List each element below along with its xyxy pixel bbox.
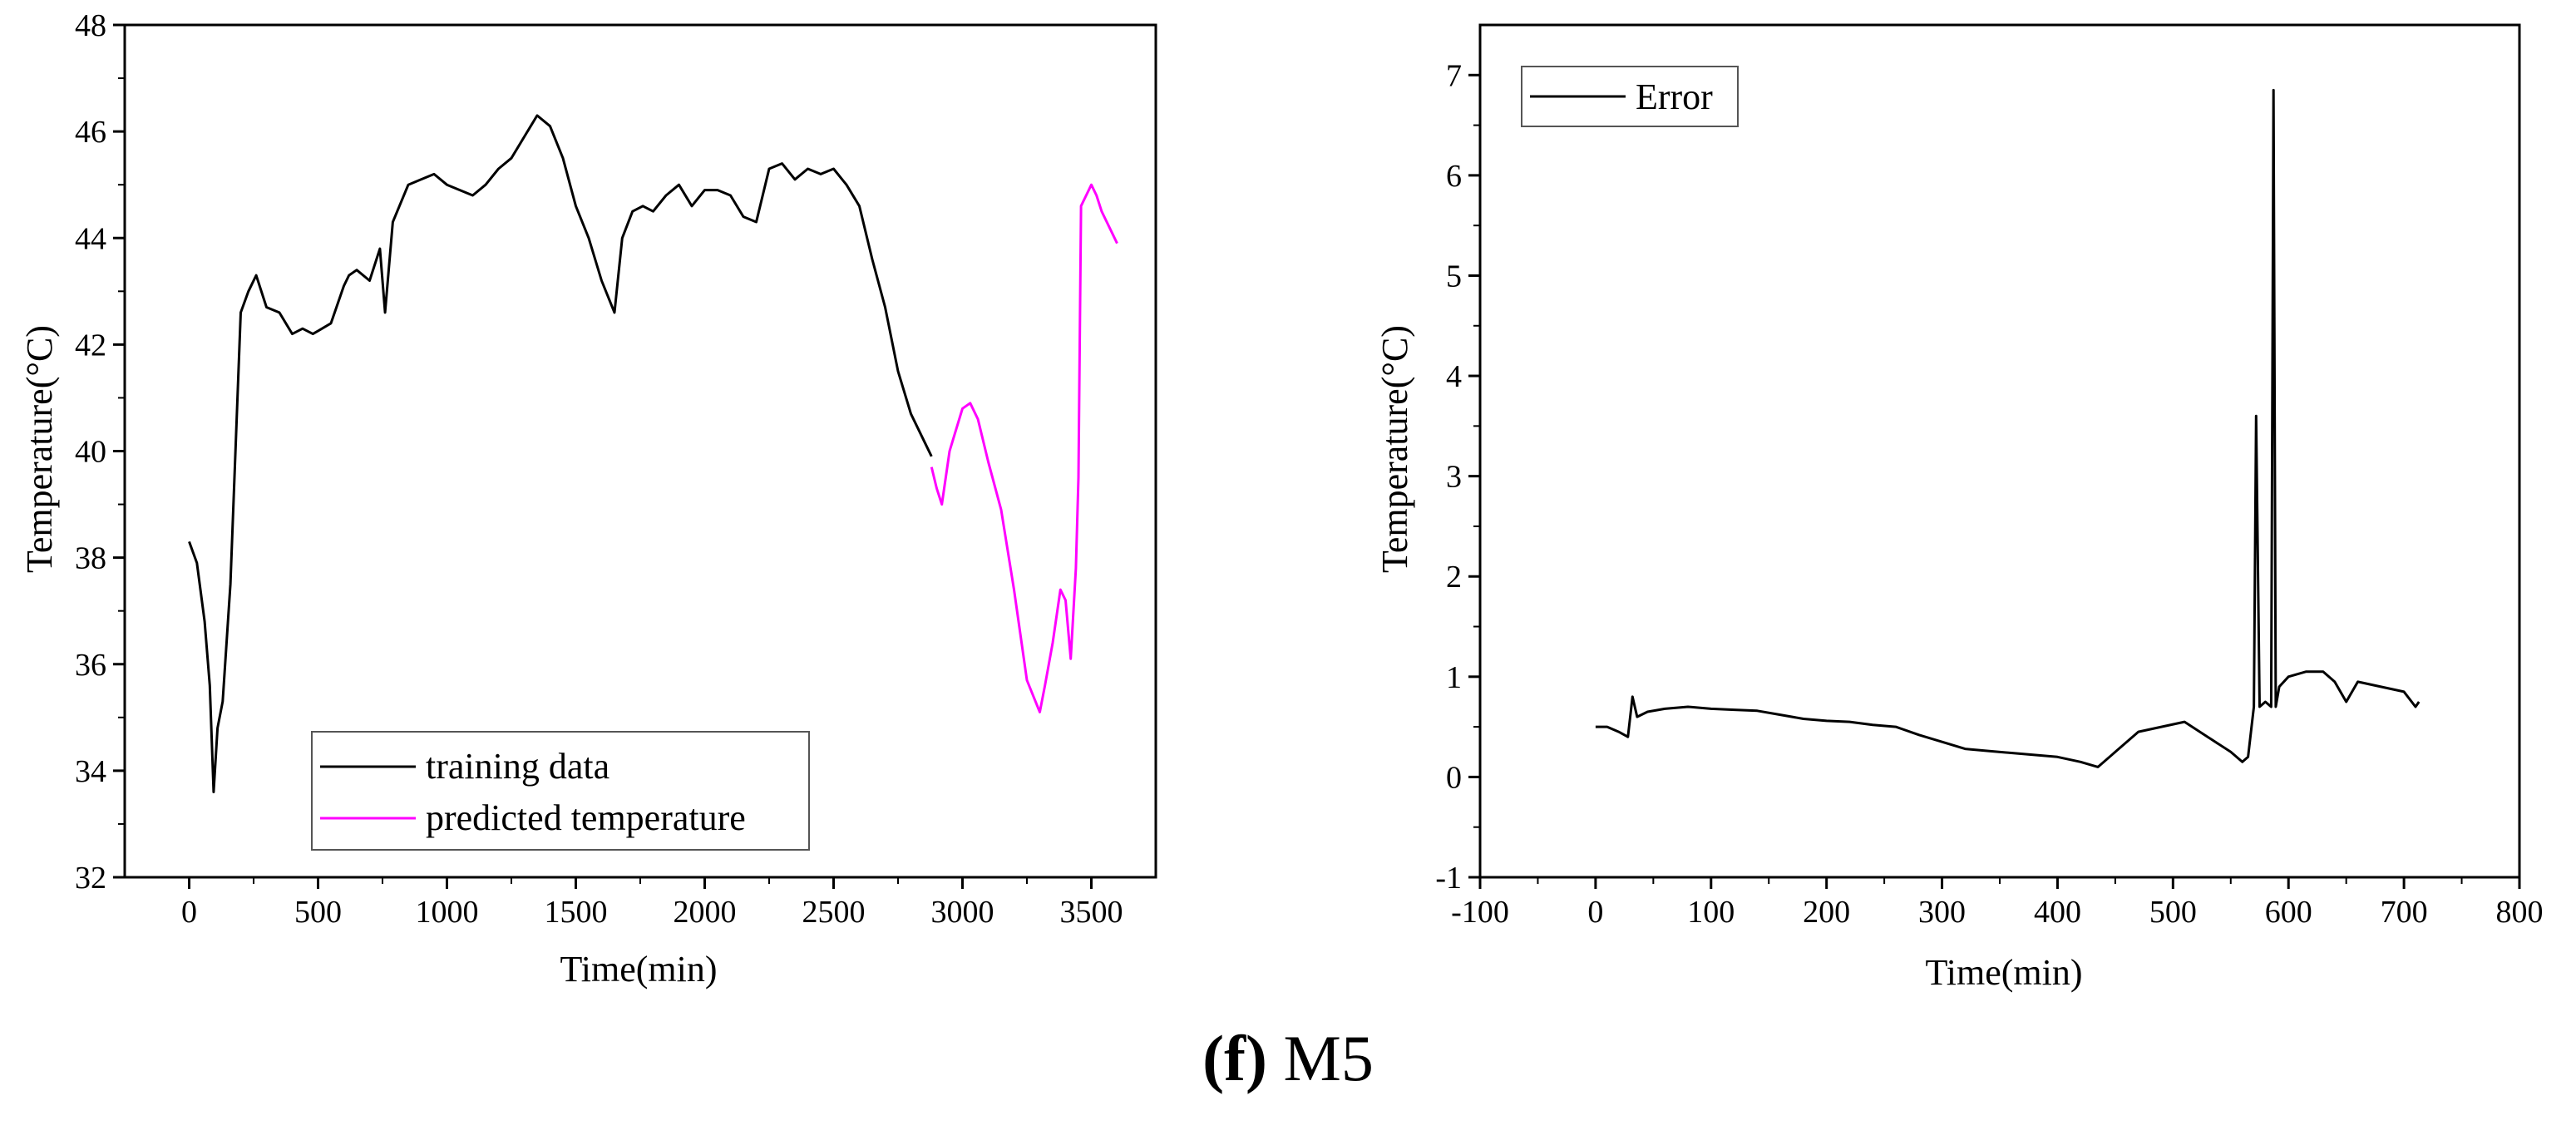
series-line-training-data — [188, 114, 933, 793]
right-y-tick-label: 5 — [1446, 259, 1462, 294]
left-legend: training data predicted temperature — [311, 731, 810, 851]
right-y-tick-label: 3 — [1446, 460, 1462, 495]
left-y-tick-label: 42 — [75, 328, 106, 363]
figure-caption: (f) M5 — [0, 1021, 2576, 1096]
left-x-tick-label: 2500 — [802, 895, 866, 930]
right-x-tick-label: 600 — [2265, 895, 2312, 930]
left-x-tick-label: 1500 — [545, 895, 608, 930]
right-y-tick-label: -1 — [1435, 861, 1462, 896]
left-ticks: 0 500 1000 1500 2000 2500 3000 3500 32 34 36 38 40 42… — [75, 8, 1123, 930]
series-line-error — [1595, 88, 2421, 768]
left-y-tick-label: 44 — [75, 221, 106, 256]
left-series — [188, 114, 1118, 793]
right-y-tick-label: 1 — [1446, 660, 1462, 695]
right-x-tick-label: 200 — [1803, 895, 1850, 930]
left-x-tick-label: 1000 — [416, 895, 479, 930]
right-x-tick-label: 500 — [2149, 895, 2197, 930]
caption-letter: (f) — [1202, 1022, 1268, 1094]
left-x-axis-label: Time(min) — [560, 949, 717, 990]
legend-label-predicted-temperature: predicted temperature — [426, 797, 746, 838]
left-y-tick-label: 38 — [75, 541, 106, 576]
left-x-tick-label: 2000 — [674, 895, 737, 930]
left-y-tick-label: 32 — [75, 861, 106, 896]
right-y-tick-label: 0 — [1446, 760, 1462, 795]
right-ticks: -100 0 100 200 300 400 500 600 700 800 -1 0 1 2 3 4 5 6 7 — [1435, 58, 2543, 930]
right-legend: Error — [1521, 66, 1739, 127]
right-y-axis-label: Temperature(°C) — [1374, 325, 1415, 573]
right-y-tick-label: 6 — [1446, 159, 1462, 194]
right-x-tick-label: 0 — [1587, 895, 1603, 930]
left-y-tick-label: 40 — [75, 435, 106, 470]
legend-label-error: Error — [1636, 76, 1713, 117]
left-y-tick-label: 48 — [75, 8, 106, 43]
left-x-tick-label: 0 — [181, 895, 197, 930]
series-line-predicted-temperature — [930, 183, 1118, 713]
left-y-tick-label: 46 — [75, 115, 106, 150]
right-x-tick-label: 400 — [2034, 895, 2081, 930]
right-x-tick-label: 300 — [1918, 895, 1966, 930]
legend-label-training-data: training data — [426, 746, 609, 787]
right-x-tick-label: 800 — [2496, 895, 2544, 930]
right-y-tick-label: 7 — [1446, 58, 1462, 93]
left-x-tick-label: 3000 — [931, 895, 994, 930]
right-series — [1595, 88, 2421, 768]
right-x-tick-label: -100 — [1451, 895, 1509, 930]
right-y-tick-label: 4 — [1446, 359, 1462, 394]
right-x-tick-label: 100 — [1687, 895, 1735, 930]
left-x-tick-label: 500 — [294, 895, 342, 930]
right-y-tick-label: 2 — [1446, 560, 1462, 595]
right-plot-frame — [1478, 23, 2521, 879]
temperature-chart: 0 500 1000 1500 2000 2500 3000 3500 32 34 36 38 40 42… — [19, 8, 1157, 990]
error-chart: -100 0 100 200 300 400 500 600 700 800-101234567 … — [1374, 23, 2544, 993]
left-y-tick-label: 34 — [75, 754, 106, 789]
caption-text: M5 — [1283, 1022, 1374, 1094]
right-x-axis-label: Time(min) — [1925, 952, 2082, 993]
right-x-tick-label: 700 — [2381, 895, 2428, 930]
left-plot-frame — [123, 23, 1157, 879]
left-y-tick-label: 36 — [75, 648, 106, 683]
left-y-axis-label: Temperature(°C) — [19, 325, 60, 573]
left-legend-box — [311, 731, 810, 851]
left-x-tick-label: 3500 — [1060, 895, 1123, 930]
